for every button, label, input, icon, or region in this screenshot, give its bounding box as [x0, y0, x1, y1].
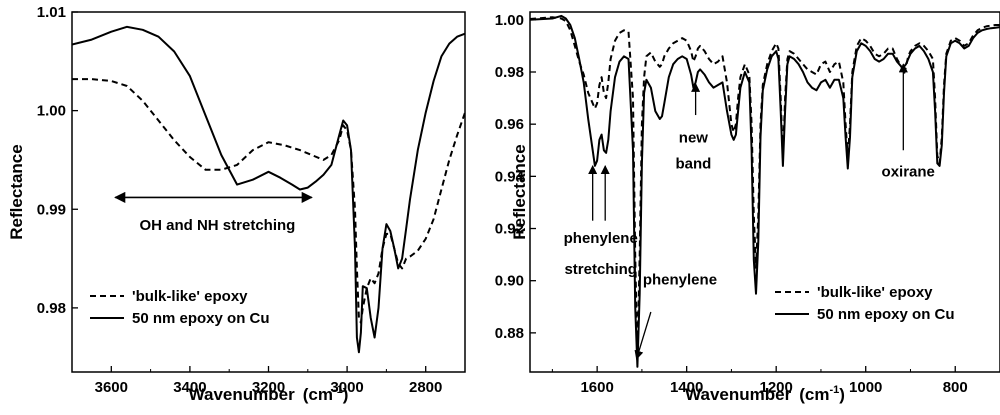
x-axis-title-unit: (cm [799, 385, 829, 404]
y-tick-label: 0.98 [37, 300, 66, 317]
y-axis-title: Reflectance [510, 144, 529, 239]
x-tick-label: 1400 [670, 379, 703, 396]
legend-label: 50 nm epoxy on Cu [817, 306, 955, 323]
annotation-text: new [679, 129, 709, 146]
y-tick-label: 1.00 [495, 12, 524, 29]
x-tick-label: 1200 [760, 379, 793, 396]
x-axis-title-sup: -1 [333, 384, 343, 396]
x-axis-title-main: Wavenumber [685, 385, 792, 404]
legend-label: 'bulk-like' epoxy [817, 284, 933, 301]
panel-right: 1600 1400 1200 1000 800 0.88 0.90 0.92 0.94 0.96 0… [495, 11, 1000, 404]
x-tick-label: 2800 [409, 379, 442, 396]
annotation-text: phenylene [564, 230, 638, 247]
annotation-text-line2: band [675, 156, 711, 173]
x-axis-title: Wavenumber (cm-1) [189, 384, 349, 404]
y-tick-label: 0.92 [495, 221, 524, 238]
x-tick-label: 1000 [849, 379, 882, 396]
y-tick-label: 1.01 [37, 4, 66, 21]
y-axis-title: Reflectance [7, 144, 26, 239]
y-tick-label: 0.88 [495, 325, 524, 342]
x-axis-title-main: Wavenumber [189, 385, 296, 404]
x-axis-title-close: ) [343, 385, 349, 404]
legend-label: 'bulk-like' epoxy [132, 288, 248, 305]
annotation-text-line2: stretching [564, 261, 637, 278]
annotation-text: OH and NH stretching [139, 217, 295, 234]
series-line-50nm-epoxy-on-cu [530, 14, 1000, 368]
y-tick-label: 0.98 [495, 64, 524, 81]
x-tick-label: 3400 [173, 379, 206, 396]
series-line-50nm-epoxy-on-cu [72, 25, 465, 354]
series-line-bulk-like-epoxy [72, 78, 465, 324]
x-axis-title-close: ) [839, 385, 845, 404]
x-tick-label: 3200 [252, 379, 285, 396]
y-tick-label: 0.96 [495, 116, 524, 133]
annotation-text: phenylene [643, 272, 717, 289]
x-tick-label: 3000 [330, 379, 363, 396]
panel-left: 3600 3400 3200 3000 2800 0.98 0.99 1.00 1.01 Wave… [7, 4, 466, 404]
x-tick-label: 800 [943, 379, 968, 396]
y-tick-label: 0.99 [37, 201, 66, 218]
series-line-bulk-like-epoxy [530, 16, 1000, 360]
x-axis-title-unit: (cm [303, 385, 333, 404]
x-axis-title-sup: -1 [829, 384, 839, 396]
legend-label: 50 nm epoxy on Cu [132, 310, 270, 327]
x-tick-label: 3600 [95, 379, 128, 396]
annotation-arrow [634, 311, 652, 360]
y-tick-label: 0.90 [495, 273, 524, 290]
x-tick-label: 1600 [580, 379, 613, 396]
y-tick-label: 1.00 [37, 103, 66, 120]
y-tick-label: 0.94 [495, 168, 525, 185]
x-axis-title: Wavenumber (cm-1) [685, 384, 845, 404]
annotation-text: oxirane [882, 163, 935, 180]
plot-frame [529, 11, 1000, 373]
